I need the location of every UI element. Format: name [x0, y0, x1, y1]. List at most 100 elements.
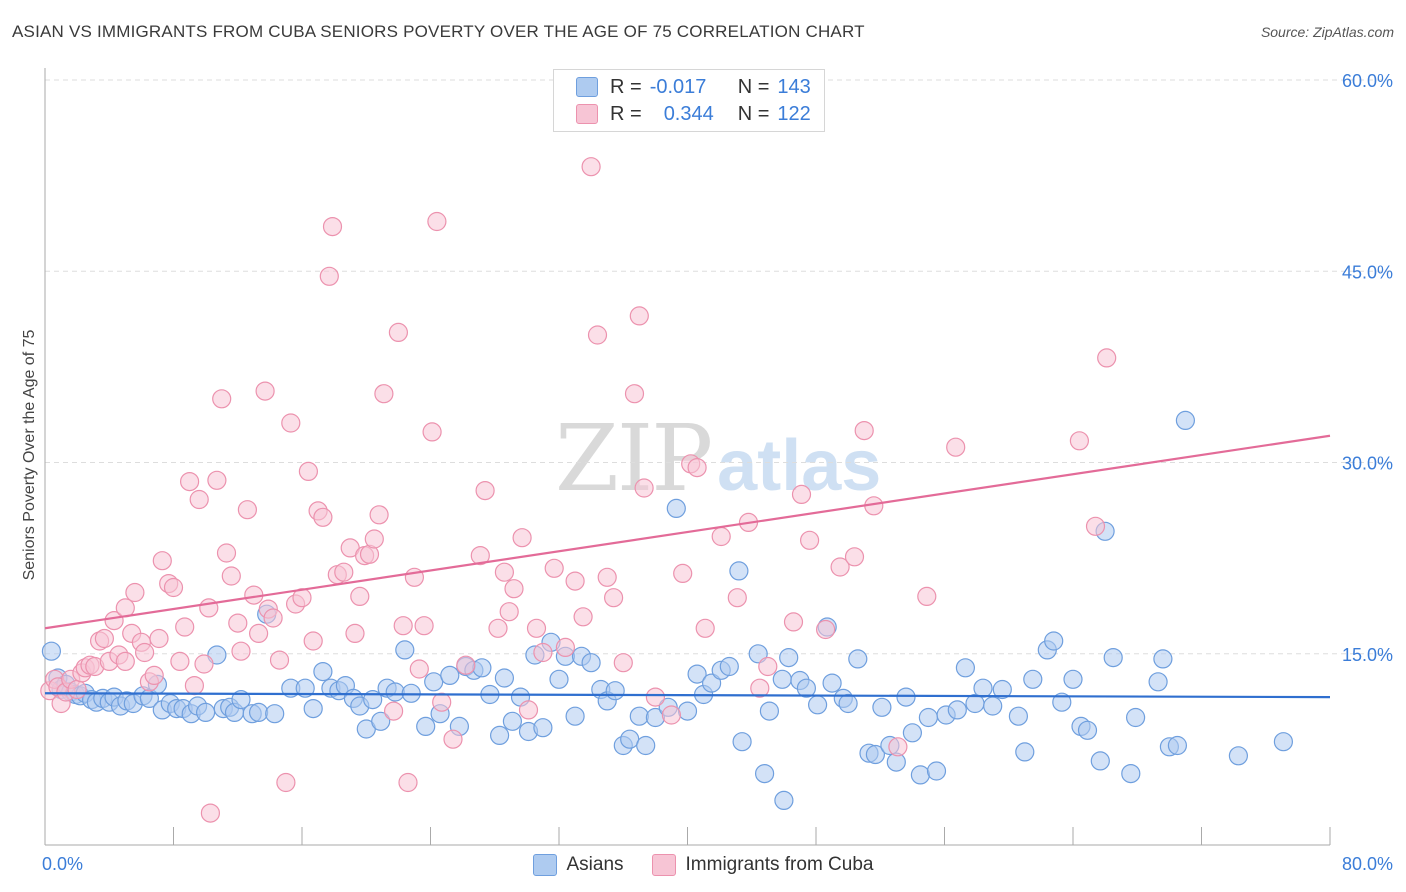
cuba-point: [115, 651, 135, 672]
cuba-points: [40, 157, 1117, 823]
cuba-point: [695, 618, 715, 638]
cuba-point: [319, 266, 339, 286]
cuba-point: [422, 422, 442, 442]
asians-point: [807, 695, 828, 715]
asians-point: [774, 790, 794, 811]
cuba-point: [1085, 516, 1106, 536]
cuba-point: [613, 653, 633, 673]
asians-point: [947, 700, 967, 720]
cuba-point: [276, 772, 296, 793]
cuba-point: [135, 642, 155, 663]
cuba-point: [475, 481, 495, 501]
trend-lines: [44, 434, 1331, 699]
cuba-point: [175, 617, 195, 637]
asians-swatch: [576, 77, 598, 97]
cuba-point: [645, 687, 666, 707]
legend-n-label: N =: [737, 102, 770, 125]
cuba-trend-line: [44, 434, 1331, 630]
asians-point: [687, 664, 707, 684]
cuba-point: [94, 628, 115, 649]
legend-n-value: 122: [777, 102, 811, 125]
cuba-point: [888, 737, 908, 757]
cuba-point: [624, 384, 645, 404]
asians-point: [303, 698, 323, 719]
asians-point: [385, 682, 405, 702]
asians-point: [1044, 631, 1064, 651]
cuba-point: [388, 322, 408, 342]
cuba-point: [152, 551, 172, 571]
cuba-point: [350, 586, 370, 607]
cuba-point: [581, 157, 601, 177]
cuba-point: [228, 613, 248, 633]
cuba-point: [163, 577, 184, 598]
asians-point: [440, 665, 460, 686]
asians-point: [1063, 669, 1083, 689]
asians-point: [896, 687, 916, 707]
cuba-point: [144, 665, 164, 686]
asians-trend-line: [44, 692, 1331, 699]
cuba-point: [456, 655, 476, 675]
asians-point: [719, 656, 739, 677]
cuba-point: [427, 211, 447, 232]
legend-item-cuba[interactable]: Immigrants from Cuba: [651, 854, 873, 876]
asians-point: [1052, 692, 1072, 712]
cuba-point: [149, 628, 169, 649]
cuba-point: [231, 641, 251, 661]
asians-point: [848, 649, 868, 669]
axis-layer: [44, 68, 1331, 846]
cuba-point: [946, 437, 966, 457]
cuba-point: [384, 701, 404, 721]
asians-point: [371, 711, 391, 731]
asians-point: [918, 707, 939, 728]
asians-point: [926, 761, 947, 781]
cuba-point: [393, 616, 413, 636]
asians-point: [973, 678, 993, 698]
asians-point: [1008, 706, 1029, 726]
cuba-point: [799, 530, 820, 550]
cuba-point: [603, 588, 624, 608]
asians-point: [772, 669, 792, 689]
asians-point: [1121, 763, 1141, 784]
asians-legend-label: Asians: [566, 854, 624, 875]
legend-n-label: N =: [737, 75, 770, 98]
cuba-point: [414, 616, 434, 636]
asians-point: [759, 701, 780, 721]
cuba-point: [249, 623, 269, 644]
legend-r-value: 0.344: [663, 102, 714, 125]
asians-point: [754, 763, 775, 784]
x-tick-label: 80.0%: [1342, 854, 1393, 874]
cuba-point: [565, 571, 585, 591]
asians-point: [295, 678, 315, 698]
cuba-point: [830, 557, 850, 577]
legend-item-asians[interactable]: Asians: [532, 854, 624, 876]
cuba-point: [374, 384, 394, 404]
y-tick-label: 45.0%: [1342, 262, 1393, 282]
series-legend: Asians Immigrants from Cuba: [0, 851, 1406, 879]
cuba-point: [432, 692, 452, 712]
y-tick-label: 60.0%: [1342, 71, 1393, 91]
asians-point: [983, 696, 1003, 716]
asians-point: [1167, 735, 1188, 756]
asians-points: [41, 410, 1294, 811]
cuba-point: [470, 545, 490, 566]
cuba-point: [263, 608, 283, 628]
cuba-point: [207, 470, 227, 490]
cuba-point: [200, 803, 220, 823]
asians-point: [581, 653, 601, 673]
cuba-point: [180, 472, 200, 492]
cuba-point: [634, 478, 654, 498]
cuba-point: [629, 306, 649, 326]
cuba-point: [499, 602, 519, 622]
asians-point: [1090, 751, 1110, 771]
cuba-point: [364, 529, 384, 549]
asians-point: [620, 729, 640, 749]
cuba-point: [518, 700, 539, 720]
asians-point: [416, 716, 436, 737]
chart-source: Source: ZipAtlas.com: [1260, 24, 1394, 40]
x-tick-label: 0.0%: [42, 854, 83, 874]
asians-point: [313, 661, 333, 682]
cuba-point: [281, 413, 301, 433]
asians-point: [41, 641, 62, 661]
cuba-point: [221, 566, 241, 586]
